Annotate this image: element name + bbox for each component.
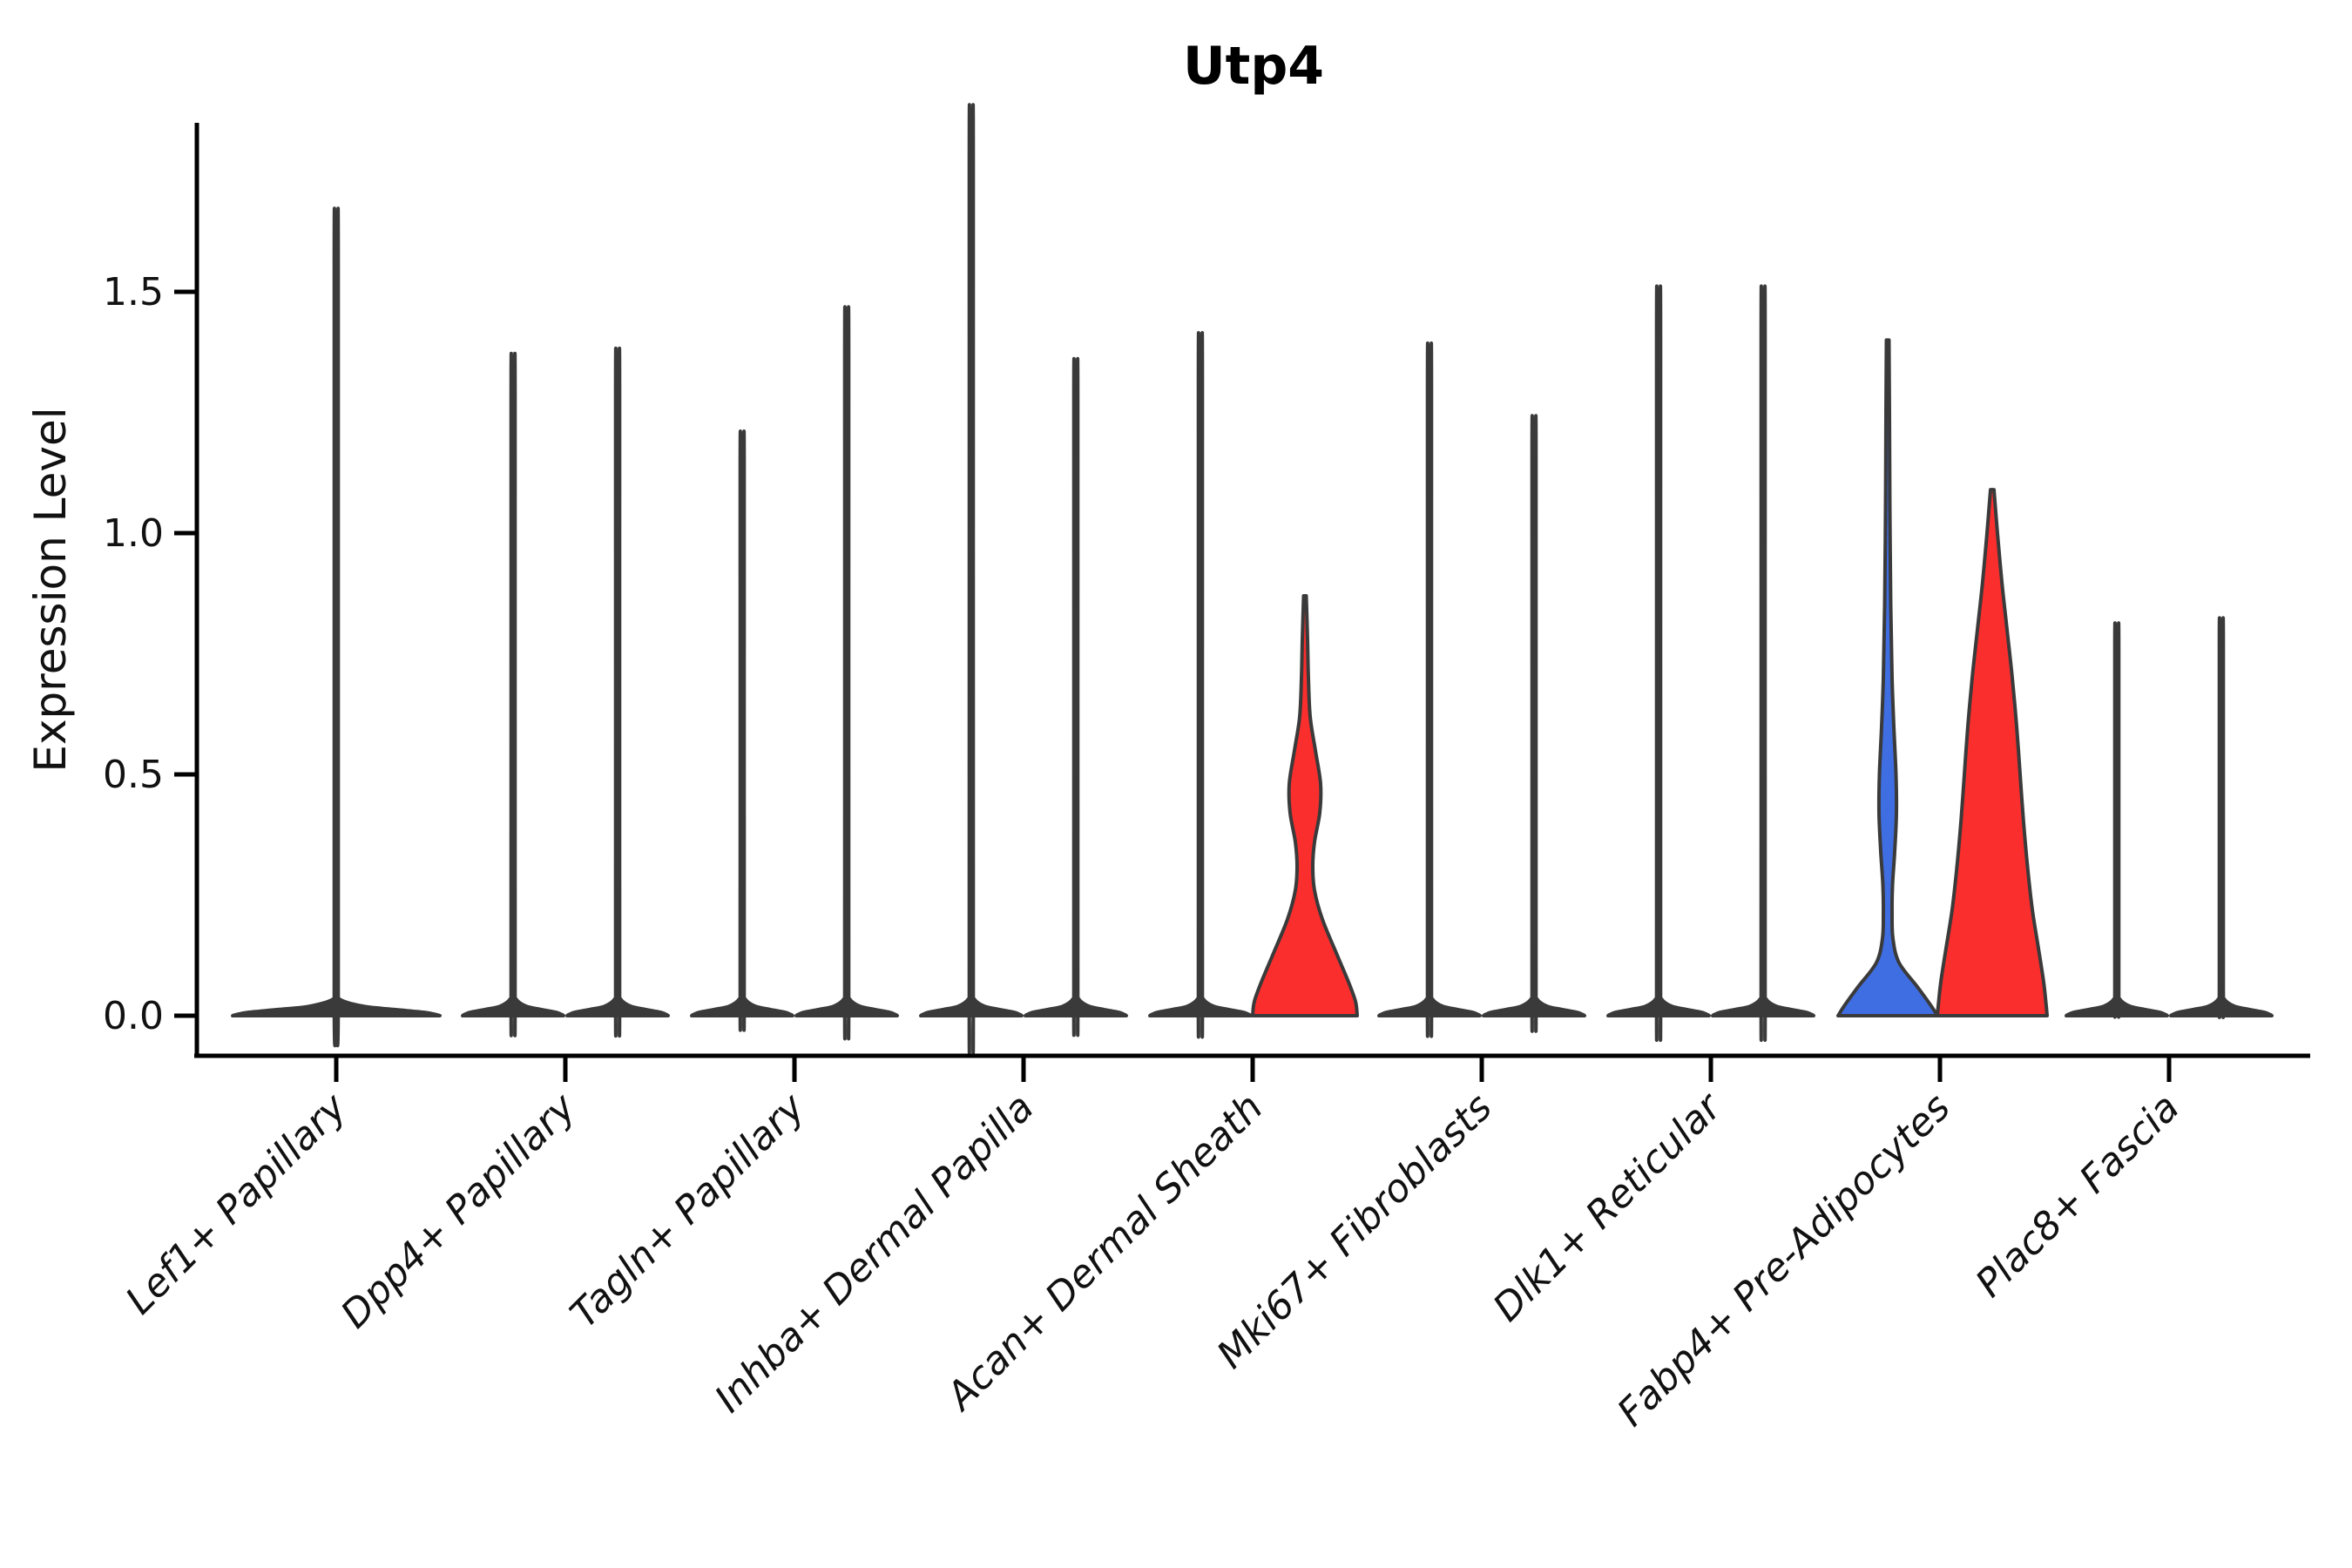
y-axis-label: Expression Level [25,407,76,772]
violin-dlk1-group0 [1606,284,1711,1042]
x-tick-label-7: Dlk1+ Reticular [1484,1084,1731,1330]
x-tick-label-3: Tagln+ Papillary [562,1085,814,1336]
y-tick-label: 0.5 [103,753,164,797]
violin-acan-group0 [1148,331,1253,1039]
violin-mki67-group1 [1482,414,1586,1033]
y-tick-label: 1.5 [103,270,164,314]
violin-acan-group1 [1251,594,1359,1017]
violin-tagln-group0 [690,429,794,1032]
violin-lef1-group0 [231,206,442,1048]
violin-inhba-group0 [919,103,1024,1055]
y-tick-label: 1.0 [103,511,164,556]
y-tick-label: 0.0 [103,994,164,1038]
violin-plac8-group1 [2169,616,2274,1019]
x-tick-label-2: Dpp4+ Papillary [333,1085,585,1337]
violin-fabp4-group0 [1836,338,1939,1017]
violin-tagln-group1 [794,305,899,1041]
x-tick-label-1: Lef1+ Papillary [118,1085,356,1323]
violin-plac8-group0 [2065,621,2169,1019]
violin-inhba-group1 [1024,356,1128,1037]
violins-group [231,103,2274,1055]
violin-fabp4-group1 [1936,488,2049,1017]
y-axis-ticks: 0.0 0.5 1.0 1.5 [103,270,197,1038]
x-tick-label-9: Plac8+ Fascia [1967,1085,2187,1306]
violin-dpp4-group1 [565,347,670,1038]
plot-title: Utp4 [1183,36,1324,97]
violin-dpp4-group0 [461,351,565,1037]
violin-dlk1-group1 [1711,284,1815,1042]
violin-mki67-group0 [1377,341,1482,1038]
